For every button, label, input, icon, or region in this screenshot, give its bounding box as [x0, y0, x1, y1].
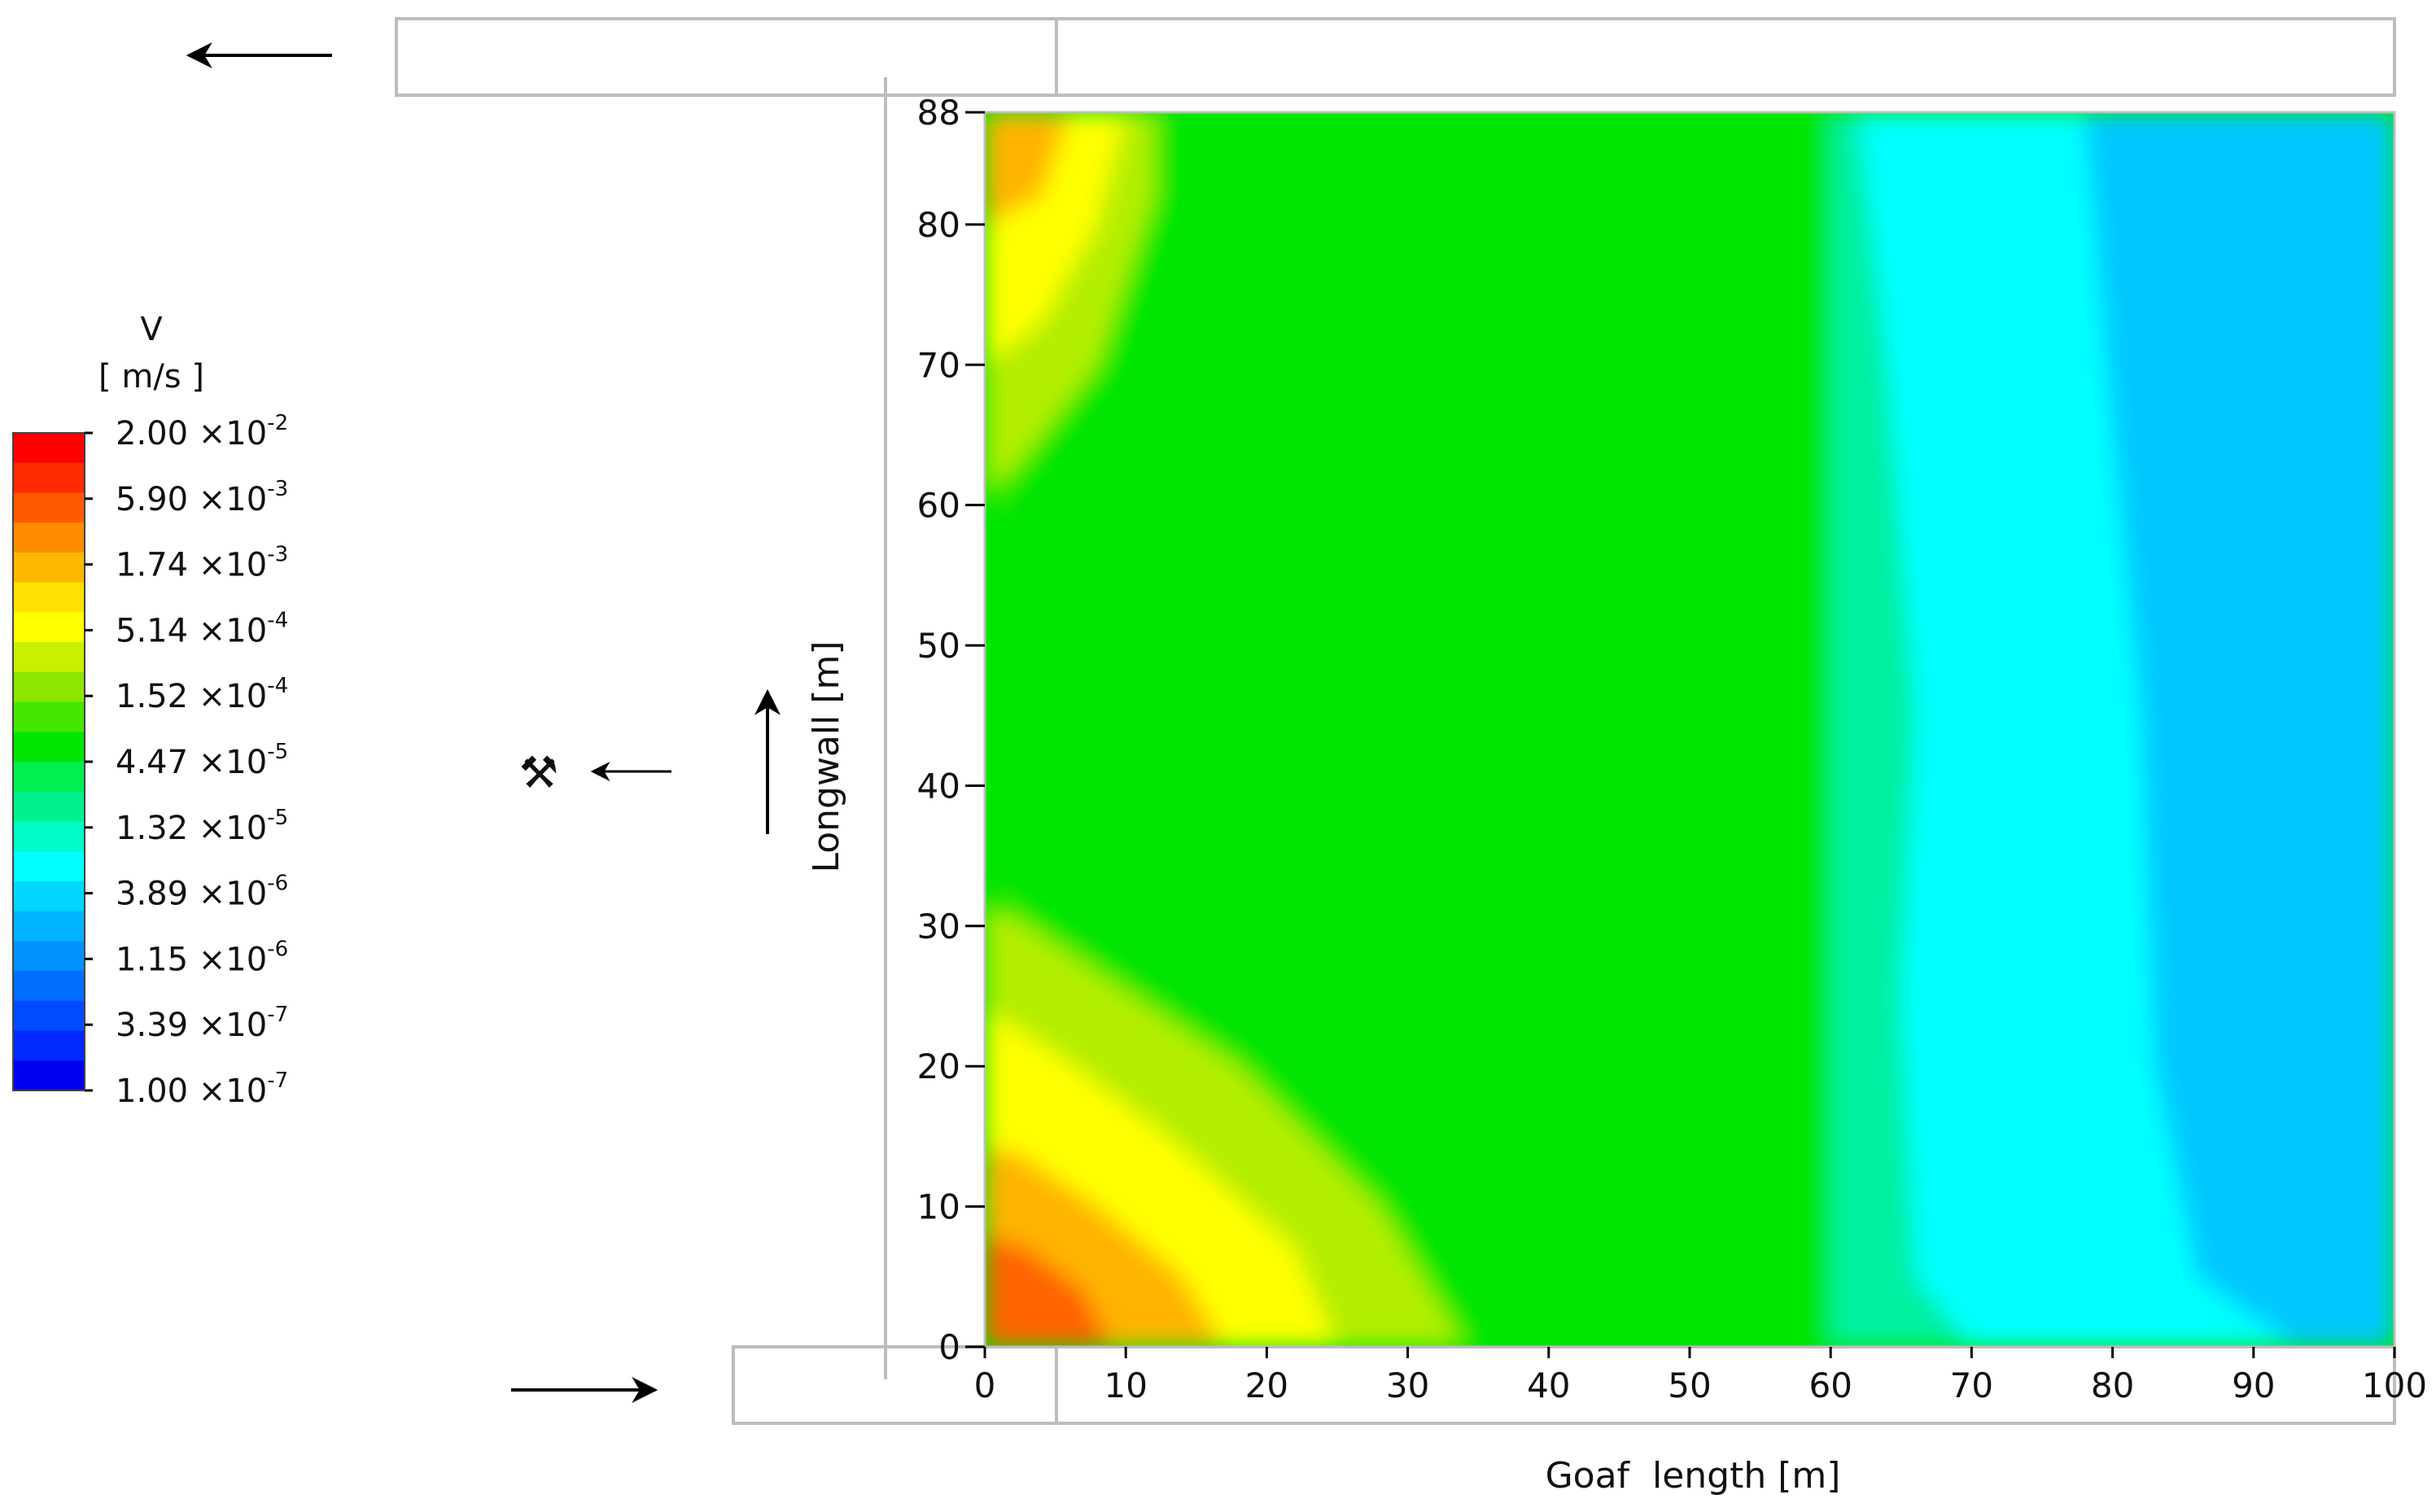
y-tick-label: 80: [917, 205, 960, 245]
y-tick-label: 60: [917, 486, 960, 526]
colorbar-swatch: [13, 1000, 85, 1032]
colorbar-swatch: [13, 671, 85, 703]
colorbar-tick-label: 1.15 ×10-6: [116, 937, 288, 978]
colorbar: 2.00 ×10-2 5.90 ×10-3 1.74 ×10-3 5.14 ×10-4…: [12, 411, 288, 1110]
y-tick-label: 40: [917, 766, 960, 806]
y-tick-label: 70: [917, 345, 960, 385]
x-tick-label: 70: [1950, 1366, 1993, 1405]
contour-region: [985, 112, 1464, 1347]
colorbar-swatch: [13, 851, 85, 882]
colorbar-swatch: [13, 1060, 85, 1091]
x-tick-label: 0: [974, 1366, 996, 1405]
colorbar-swatch: [13, 971, 85, 1002]
contour-region: [1957, 112, 2394, 1347]
colorbar-title: V: [140, 311, 163, 348]
contour-region: [1802, 112, 2296, 1347]
colorbar-tick-label: 4.47 ×10-5: [116, 740, 288, 781]
y-tick-label: 30: [917, 907, 960, 946]
y-axis-label: Longwall [m]: [806, 640, 847, 872]
contour-field: [985, 112, 2394, 1347]
x-tick-label: 100: [2362, 1366, 2427, 1405]
colorbar-swatch: [13, 522, 85, 553]
colorbar-swatch: [13, 701, 85, 732]
y-tick-label: 0: [938, 1327, 960, 1367]
colorbar-swatch: [13, 881, 85, 912]
contour-region: [985, 112, 1069, 225]
colorbar-swatch: [13, 642, 85, 673]
contour-region: [985, 1235, 1112, 1347]
colorbar-swatch: [13, 941, 85, 972]
colorbar-tick-label: 1.32 ×10-5: [116, 806, 288, 847]
colorbar-swatch: [13, 1030, 85, 1061]
x-tick-label: 40: [1527, 1366, 1570, 1405]
colorbar-swatch: [13, 762, 85, 793]
colorbar-tick-label: 3.39 ×10-7: [116, 1003, 288, 1044]
x-tick-label: 60: [1808, 1366, 1852, 1405]
miner-icon: ⚒: [519, 747, 558, 798]
colorbar-tick-label: 1.00 ×10-7: [116, 1068, 288, 1110]
colorbar-tick-label: 2.00 ×10-2: [116, 411, 288, 452]
colorbar-swatch: [13, 791, 85, 822]
x-tick-label: 50: [1668, 1366, 1711, 1405]
contour-region: [1012, 112, 1831, 1347]
x-tick-label: 10: [1104, 1366, 1147, 1405]
x-tick-label: 90: [2232, 1366, 2275, 1405]
colorbar-swatch: [13, 582, 85, 613]
x-tick-label: 20: [1245, 1366, 1288, 1405]
colorbar-swatch: [13, 821, 85, 852]
colorbar-tick-label: 5.90 ×10-3: [116, 477, 288, 518]
colorbar-swatch: [13, 732, 85, 763]
y-tick-label: 50: [917, 626, 960, 666]
colorbar-unit: [ m/s ]: [98, 358, 204, 395]
top-gallery: [395, 17, 2396, 97]
colorbar-tick-label: 3.89 ×10-6: [116, 872, 288, 913]
colorbar-tick-label: 1.52 ×10-4: [116, 674, 288, 715]
colorbar-swatch: [13, 492, 85, 523]
colorbar-swatch: [13, 433, 85, 464]
y-axis: 0 10 20 30 40 50 60 70 80 88: [917, 93, 985, 1367]
colorbar-swatch: [13, 462, 85, 493]
x-axis-label: Goaf length [m]: [1546, 1455, 1841, 1497]
y-tick-label: 20: [917, 1047, 960, 1086]
y-tick-label: 88: [917, 93, 960, 133]
x-tick-label: 30: [1386, 1366, 1429, 1405]
colorbar-swatch: [13, 612, 85, 643]
colorbar-tick-label: 1.74 ×10-3: [116, 543, 288, 584]
x-tick-label: 80: [2091, 1366, 2134, 1405]
colorbar-swatch: [13, 911, 85, 942]
colorbar-tick-label: 5.14 ×10-4: [116, 608, 288, 649]
y-tick-label: 10: [917, 1187, 960, 1227]
colorbar-swatch: [13, 552, 85, 583]
x-axis: 0 10 20 30 40 50 60 70 80 90 100: [974, 1347, 2427, 1405]
